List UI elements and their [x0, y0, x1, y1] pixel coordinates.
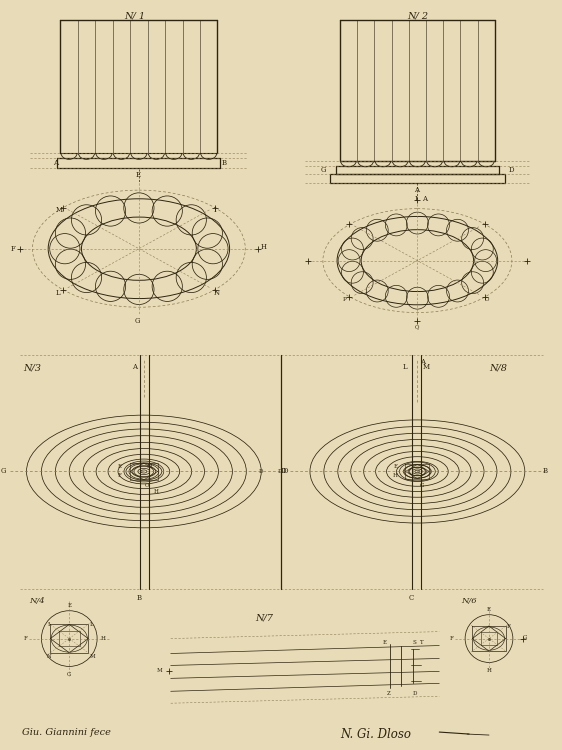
Text: G: G — [419, 484, 424, 488]
Text: H: H — [393, 473, 397, 478]
Text: E: E — [135, 171, 140, 179]
Text: I: I — [415, 196, 418, 203]
Text: E: E — [393, 464, 397, 469]
Text: A: A — [53, 159, 58, 167]
Text: D: D — [259, 469, 263, 474]
Text: F: F — [507, 624, 511, 629]
Text: N/3: N/3 — [24, 363, 42, 372]
Text: L: L — [89, 622, 93, 628]
Text: I: I — [47, 622, 49, 628]
Text: Q: Q — [415, 324, 420, 328]
Text: H: H — [101, 636, 106, 641]
Text: H: H — [154, 490, 158, 494]
Text: D: D — [509, 166, 514, 174]
Text: F: F — [11, 244, 16, 253]
Text: D: D — [281, 467, 287, 476]
Text: E: E — [67, 603, 71, 608]
Text: N/8: N/8 — [489, 363, 507, 372]
Text: D: D — [413, 692, 417, 696]
Text: A: A — [132, 363, 137, 371]
Text: M: M — [89, 654, 95, 658]
Text: N: N — [214, 289, 220, 297]
Text: B: B — [221, 159, 226, 167]
Text: I: I — [214, 206, 217, 214]
Text: N/7: N/7 — [255, 614, 273, 622]
Text: A: A — [420, 358, 425, 366]
Text: B: B — [137, 594, 142, 602]
Text: S: S — [413, 640, 416, 644]
Text: T: T — [419, 640, 423, 644]
Text: Z: Z — [387, 692, 391, 696]
Text: G: G — [523, 634, 527, 640]
Text: N/6: N/6 — [461, 597, 477, 604]
Text: B: B — [543, 467, 548, 476]
Text: M: M — [423, 363, 429, 371]
Text: M: M — [157, 668, 163, 674]
Text: M: M — [147, 464, 153, 469]
Text: N. Gi. Dloso: N. Gi. Dloso — [340, 728, 411, 741]
Text: D: D — [283, 467, 288, 476]
Text: N: N — [46, 654, 51, 658]
Text: D: D — [278, 470, 283, 475]
Text: N/ 1: N/ 1 — [124, 12, 145, 21]
Text: G: G — [67, 673, 71, 677]
Text: O: O — [145, 484, 149, 488]
Text: P: P — [342, 297, 346, 302]
Text: G: G — [1, 467, 7, 476]
Text: F: F — [449, 636, 453, 641]
Text: G: G — [134, 317, 139, 326]
Text: H: H — [487, 668, 491, 674]
Text: F: F — [419, 464, 423, 469]
Text: G: G — [320, 166, 326, 174]
Text: Giu. Giannini fece: Giu. Giannini fece — [21, 728, 110, 737]
Text: N/ 2: N/ 2 — [407, 12, 429, 21]
Text: N/4: N/4 — [29, 597, 45, 604]
Text: H: H — [260, 243, 266, 250]
Text: A: A — [414, 186, 419, 194]
Text: E: E — [118, 464, 122, 469]
Text: E: E — [487, 607, 491, 612]
Text: M: M — [56, 206, 63, 214]
Text: A: A — [423, 196, 427, 203]
Text: F: F — [24, 636, 28, 641]
Text: E: E — [382, 640, 387, 644]
Text: C: C — [409, 594, 414, 602]
Text: L: L — [403, 363, 407, 371]
Text: F: F — [118, 473, 122, 478]
Text: L: L — [56, 289, 61, 297]
Text: O: O — [484, 297, 489, 302]
